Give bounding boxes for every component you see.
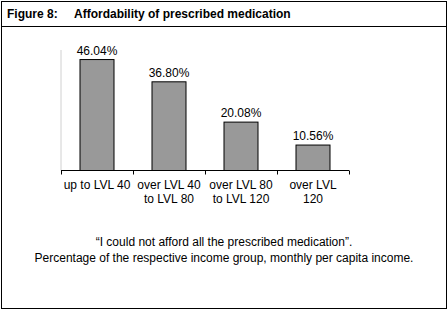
- bars: [80, 60, 330, 171]
- value-axis: [61, 50, 62, 171]
- header-rule: [2, 26, 447, 27]
- bar: [296, 145, 330, 170]
- category-line: 120: [303, 192, 323, 206]
- data-label: 20.08%: [221, 106, 262, 120]
- bar: [152, 82, 186, 171]
- category-line: over LVL: [289, 178, 336, 192]
- category-line: over LVL 40: [137, 178, 201, 192]
- chart: Figure 8: Affordability of prescribed med…: [0, 0, 448, 310]
- frame: [2, 2, 447, 309]
- category-label: over LVL120: [289, 178, 336, 206]
- category-tick: [205, 171, 206, 175]
- category-tick: [133, 171, 134, 175]
- data-label: 46.04%: [77, 44, 118, 58]
- category-line: to LVL 80: [144, 192, 194, 206]
- bar: [224, 122, 258, 170]
- category-line: over LVL 80: [209, 178, 273, 192]
- category-line: to LVL 120: [213, 192, 270, 206]
- category-label: over LVL 80to LVL 120: [209, 178, 273, 206]
- bar: [80, 60, 114, 171]
- category-line: up to LVL 40: [64, 178, 131, 192]
- data-label: 10.56%: [293, 129, 334, 143]
- figure-label: Figure 8:: [7, 7, 58, 21]
- category-tick: [349, 171, 350, 175]
- annotation: “I could not afford all the prescribed m…: [96, 235, 353, 249]
- data-label: 36.80%: [149, 66, 190, 80]
- annotation: Percentage of the respective income grou…: [35, 251, 414, 265]
- category-tick: [277, 171, 278, 175]
- category-tick: [61, 171, 62, 175]
- title: Affordability of prescribed medication: [74, 7, 291, 21]
- category-label: over LVL 40to LVL 80: [137, 178, 201, 206]
- category-label: up to LVL 40: [64, 178, 131, 192]
